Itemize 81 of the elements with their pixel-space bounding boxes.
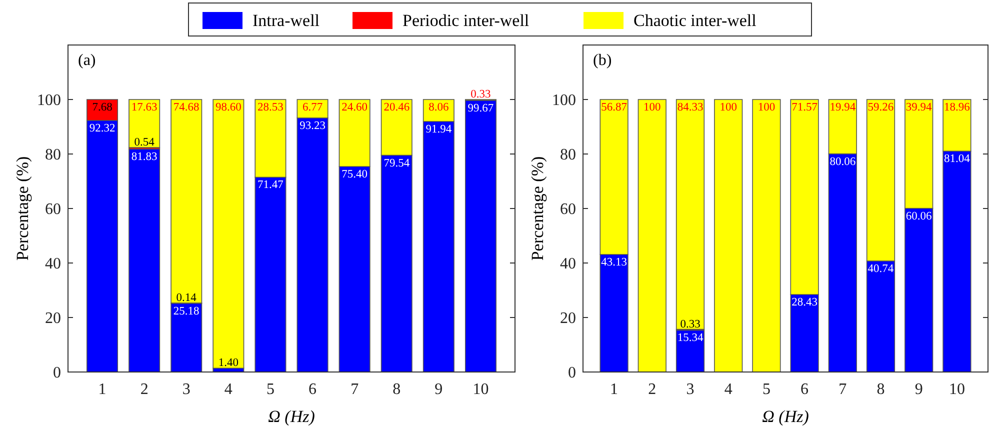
data-label: 84.33 [677, 102, 704, 114]
data-label: 75.40 [342, 168, 368, 181]
x-tick-label: 7 [350, 381, 359, 398]
data-label: 25.18 [173, 305, 200, 318]
x-tick-label: 3 [686, 381, 694, 398]
data-label: 0.33 [680, 318, 701, 330]
data-label: 93.23 [300, 120, 326, 132]
y-axis-title: Percentage (%) [528, 156, 547, 261]
data-label: 8.06 [428, 102, 449, 114]
data-label: 81.83 [131, 151, 158, 164]
x-tick-label: 3 [182, 381, 190, 398]
data-label: 71.47 [258, 179, 284, 192]
data-label: 0.54 [134, 136, 155, 149]
data-label: 28.43 [792, 296, 818, 309]
data-label: 17.63 [131, 102, 158, 114]
x-axis-title: Ω (Hz) [762, 407, 810, 426]
data-label: 56.87 [601, 102, 628, 114]
data-label: 43.13 [601, 256, 628, 268]
data-label: 100 [758, 102, 776, 114]
legend-label: Intra-well [252, 11, 320, 30]
data-label: 71.57 [792, 102, 818, 114]
data-label: 18.96 [944, 102, 970, 114]
x-axis-title: Ω (Hz) [268, 407, 316, 426]
chart-title: (a) [78, 52, 96, 69]
data-label: 80.06 [830, 156, 856, 168]
data-label: 40.74 [868, 262, 894, 275]
data-label: 24.60 [342, 102, 368, 114]
data-label: 92.32 [89, 122, 116, 134]
x-tick-label: 5 [762, 381, 770, 398]
y-axis-title: Percentage (%) [13, 156, 32, 261]
data-label: 100 [644, 102, 662, 114]
y-tick-label: 60 [560, 201, 576, 218]
x-tick-label: 10 [948, 381, 965, 398]
y-tick-label: 0 [568, 364, 576, 382]
data-label: 20.46 [384, 102, 410, 114]
y-tick-label: 40 [45, 256, 61, 273]
data-label: 100 [720, 102, 738, 114]
data-label: 28.53 [258, 102, 284, 114]
data-label: 79.54 [384, 157, 410, 170]
data-label: 1.40 [218, 357, 239, 370]
data-label: 39.94 [906, 102, 932, 114]
data-label: 59.26 [868, 102, 894, 114]
x-tick-label: 2 [140, 381, 148, 398]
x-tick-label: 1 [610, 381, 618, 398]
y-tick-label: 20 [560, 310, 576, 328]
x-tick-label: 6 [308, 381, 317, 398]
data-label: 81.04 [944, 153, 970, 166]
y-tick-label: 100 [552, 92, 576, 110]
y-tick-label: 80 [45, 146, 61, 164]
chart-title: (b) [593, 52, 612, 69]
y-tick-label: 0 [53, 364, 61, 382]
data-label: 0.33 [470, 88, 492, 100]
data-label: 15.34 [677, 332, 704, 344]
y-tick-label: 60 [45, 201, 61, 218]
data-label: 6.77 [302, 102, 323, 114]
x-tick-label: 9 [434, 381, 443, 398]
data-label: 99.67 [468, 102, 494, 114]
y-tick-label: 80 [560, 146, 576, 164]
y-tick-label: 100 [37, 92, 61, 110]
data-label: 98.60 [215, 102, 242, 114]
x-tick-label: 7 [838, 381, 847, 398]
data-label: 60.06 [906, 210, 932, 222]
x-tick-label: 4 [224, 381, 232, 398]
data-label: 74.68 [173, 102, 200, 114]
x-tick-label: 8 [876, 381, 885, 398]
legend-label: Periodic inter-well [402, 11, 530, 30]
x-tick-label: 8 [392, 381, 401, 398]
x-tick-label: 2 [648, 381, 656, 398]
data-label: 19.94 [830, 102, 856, 114]
legend-label: Chaotic inter-well [634, 11, 757, 30]
x-tick-label: 4 [724, 381, 732, 398]
x-tick-label: 9 [914, 381, 923, 398]
x-tick-label: 5 [266, 381, 274, 398]
y-tick-label: 40 [560, 256, 576, 273]
data-label: 0.14 [176, 292, 197, 304]
x-tick-label: 10 [472, 381, 489, 398]
data-label: 91.94 [426, 123, 452, 136]
data-label: 7.68 [92, 102, 113, 114]
x-tick-label: 1 [98, 381, 106, 398]
y-tick-label: 20 [45, 310, 61, 328]
x-tick-label: 6 [800, 381, 809, 398]
